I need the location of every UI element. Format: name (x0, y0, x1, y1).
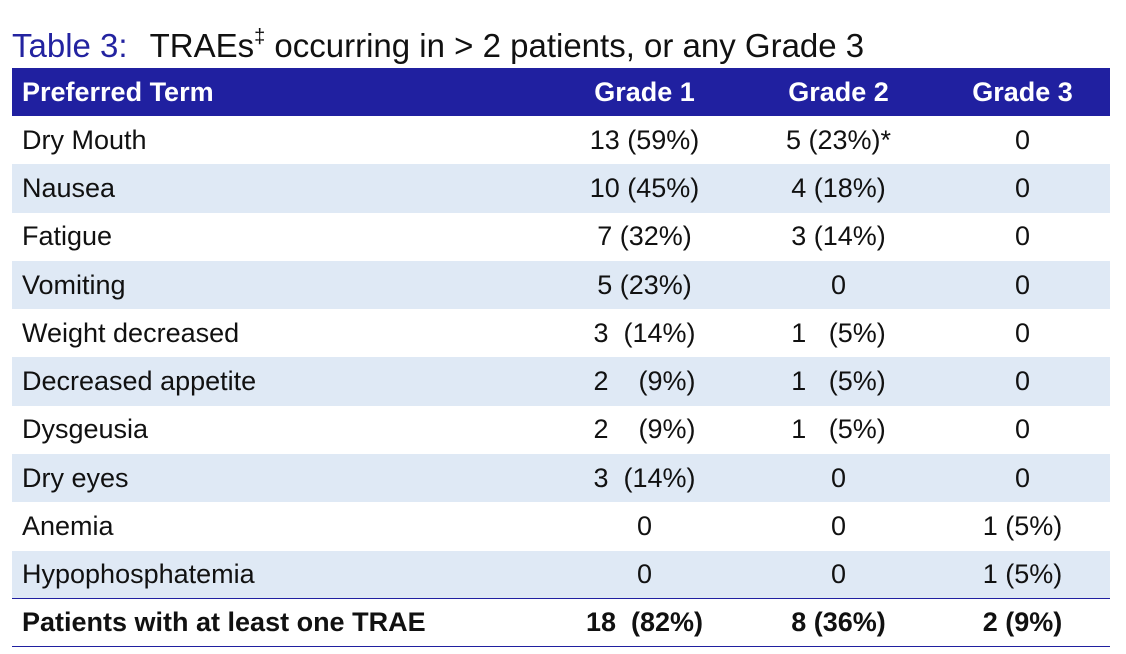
grade-2-cell: 0 (830, 269, 847, 300)
term-cell: Dry Mouth (22, 124, 147, 155)
grade-3-cell: 1 (5%) (982, 511, 1063, 542)
grade-3-cell: 0 (1014, 124, 1031, 155)
table-number-label: Table 3: (12, 27, 128, 64)
grade-2-cell: 1 (5%) (791, 366, 886, 397)
table-row: Nausea 10 (45%) 4 (18%) 0 (12, 164, 1110, 213)
header-preferred-term: Preferred Term (22, 76, 214, 107)
caption-rest: occurring in > 2 patients, or any Grade … (265, 27, 865, 64)
grade-1-cell: 10 (45%) (589, 172, 700, 203)
total-term: Patients with at least one TRAE (22, 607, 426, 638)
table-title: Table 3: TRAEs‡ occurring in > 2 patients… (12, 12, 865, 64)
grade-1-cell: 5 (23%) (597, 269, 692, 300)
grade-1-cell: 0 (636, 511, 653, 542)
grade-1-cell: 3 (14%) (593, 462, 696, 493)
grade-1-cell: 13 (59%) (589, 124, 700, 155)
total-row: Patients with at least one TRAE 18 (82%)… (12, 598, 1110, 647)
header-grade-3: Grade 3 (972, 76, 1073, 107)
table-caption: TRAEs‡ occurring in > 2 patients, or any… (149, 26, 865, 64)
grade-1-cell: 3 (14%) (593, 317, 696, 348)
term-cell: Decreased appetite (22, 366, 257, 397)
grade-3-cell: 0 (1014, 221, 1031, 252)
trae-table: Preferred Term Grade 1 Grade 2 Grade 3 D… (12, 68, 1110, 647)
grade-2-cell: 1 (5%) (791, 317, 886, 348)
term-cell: Anemia (22, 511, 114, 542)
total-grade-3: 2 (9%) (982, 607, 1063, 638)
table-row: Vomiting 5 (23%) 0 0 (12, 260, 1110, 310)
total-grade-1: 18 (82%) (585, 607, 704, 638)
table-row: Dry eyes 3 (14%) 0 0 (12, 454, 1110, 503)
caption-abbrev: TRAEs (149, 27, 255, 64)
grade-1-cell: 2 (9%) (593, 414, 696, 445)
term-cell: Dysgeusia (22, 414, 149, 445)
header-grade-2: Grade 2 (788, 76, 889, 107)
grade-2-cell: 4 (18%) (791, 172, 886, 203)
term-cell: Vomiting (22, 269, 126, 300)
grade-2-cell: 0 (830, 462, 847, 493)
grade-2-cell: 3 (14%) (791, 221, 886, 252)
header-row: Preferred Term Grade 1 Grade 2 Grade 3 (12, 68, 1110, 116)
table-row: Fatigue 7 (32%) 3 (14%) 0 (12, 213, 1110, 261)
grade-1-cell: 2 (9%) (593, 366, 696, 397)
grade-3-cell: 0 (1014, 414, 1031, 445)
grade-2-cell: 1 (5%) (791, 414, 886, 445)
table-row: Weight decreased 3 (14%) 1 (5%) 0 (12, 309, 1110, 357)
grade-3-cell: 0 (1014, 462, 1031, 493)
term-cell: Nausea (22, 172, 116, 203)
grade-2-cell: 0 (830, 559, 847, 590)
table-row: Dry Mouth 13 (59%) 5 (23%)* 0 (12, 116, 1110, 164)
header-grade-1: Grade 1 (594, 76, 695, 107)
term-cell: Hypophosphatemia (22, 559, 255, 590)
term-cell: Weight decreased (22, 317, 240, 348)
term-cell: Fatigue (22, 221, 113, 252)
total-grade-2: 8 (36%) (791, 607, 886, 638)
table-row: Hypophosphatemia 0 0 1 (5%) (12, 550, 1110, 599)
grade-3-cell: 0 (1014, 317, 1031, 348)
term-cell: Dry eyes (22, 462, 129, 493)
grade-3-cell: 0 (1014, 172, 1031, 203)
grade-3-cell: 0 (1014, 269, 1031, 300)
grade-3-cell: 1 (5%) (982, 559, 1063, 590)
table-row: Dysgeusia 2 (9%) 1 (5%) 0 (12, 406, 1110, 454)
double-dagger-footnote-mark: ‡ (254, 26, 266, 48)
table-row: Anemia 0 0 1 (5%) (12, 502, 1110, 550)
table-row: Decreased appetite 2 (9%) 1 (5%) 0 (12, 357, 1110, 406)
grade-2-cell: 0 (830, 511, 847, 542)
grade-3-cell: 0 (1014, 366, 1031, 397)
grade-2-cell: 5 (23%)* (785, 124, 892, 155)
grade-1-cell: 7 (32%) (597, 221, 692, 252)
grade-1-cell: 0 (636, 559, 653, 590)
